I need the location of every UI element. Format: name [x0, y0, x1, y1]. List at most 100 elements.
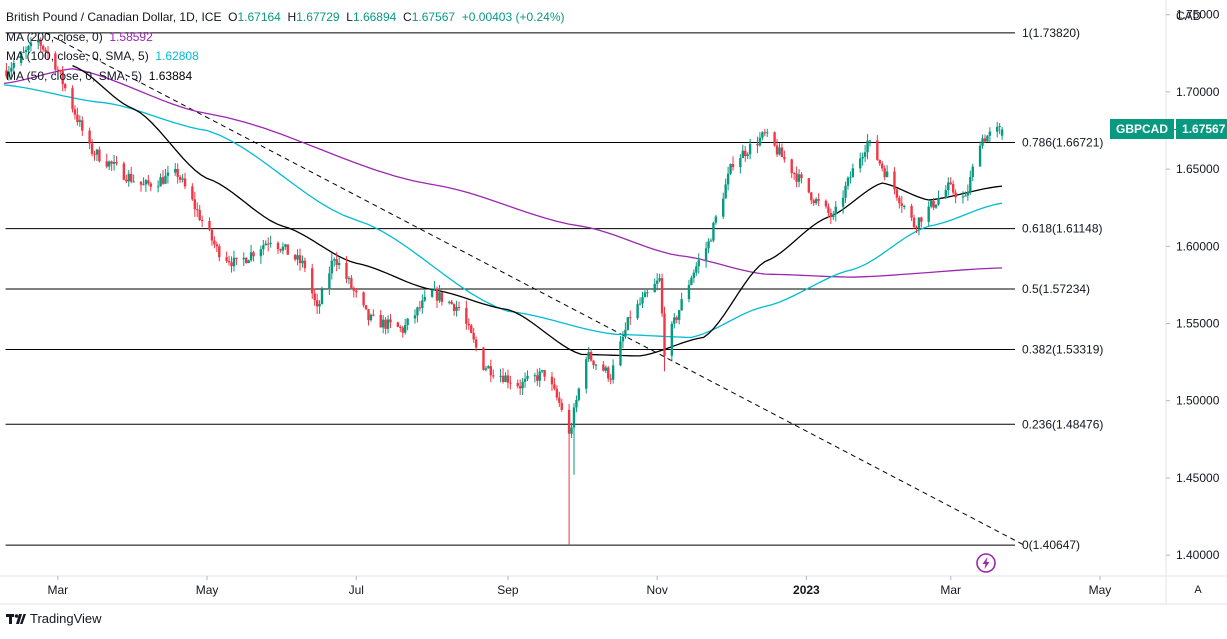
candle-body	[978, 145, 982, 167]
candle-body	[247, 260, 250, 264]
x-tick-label: May	[196, 583, 219, 597]
candle-body	[670, 323, 674, 356]
y-tick-label: 1.50000	[1176, 394, 1220, 408]
candle-body	[810, 192, 813, 201]
ma50-value: 1.63884	[148, 68, 193, 83]
candle-body	[680, 299, 683, 311]
candle-body	[881, 163, 884, 169]
candle-body	[961, 196, 965, 198]
candle-body	[646, 292, 649, 294]
candle-body	[516, 383, 519, 387]
candle-body	[396, 322, 400, 327]
candle-body	[695, 266, 698, 273]
candle-body	[318, 303, 321, 307]
candle-body	[470, 325, 473, 333]
candle-body	[807, 178, 811, 193]
candle-body	[567, 409, 571, 434]
candle-body	[279, 249, 282, 251]
auto-scale-button[interactable]: A	[1194, 584, 1202, 596]
ma200-line	[3, 68, 1003, 278]
candle-body	[76, 114, 79, 122]
candle-body	[929, 200, 933, 207]
candle-body	[448, 301, 451, 303]
y-tick-label: 1.70000	[1176, 85, 1220, 99]
candle-body	[570, 427, 573, 434]
candle-body	[538, 371, 541, 381]
candle-body	[110, 161, 113, 164]
candle-body	[739, 158, 742, 168]
low-label: L	[346, 10, 353, 24]
candle-body	[487, 366, 490, 369]
candle-body	[611, 365, 615, 380]
candle-body	[196, 209, 199, 211]
candle-body	[244, 257, 248, 264]
ma100-value: 1.62808	[155, 49, 199, 63]
candle-body	[758, 137, 762, 146]
candle-body	[399, 326, 402, 328]
candle-body	[303, 260, 307, 269]
candle-body	[849, 177, 852, 179]
candle-body	[572, 407, 576, 428]
lightning-icon[interactable]	[975, 552, 997, 574]
candle-body	[621, 336, 625, 342]
candle-body	[761, 132, 764, 138]
candle-body	[249, 252, 253, 261]
candle-body	[435, 288, 439, 301]
candle-body	[164, 175, 167, 184]
y-tick-label: 1.65000	[1176, 162, 1220, 176]
candle-body	[536, 375, 539, 381]
candle-body	[333, 259, 336, 261]
candle-body	[624, 329, 627, 337]
candle-body	[242, 257, 245, 260]
candle-body	[592, 360, 595, 366]
candle-body	[741, 150, 744, 159]
candle-body	[125, 179, 128, 182]
candle-body	[607, 367, 610, 379]
y-tick-label: 1.55000	[1176, 317, 1220, 331]
ma200-label: MA (200, close, 0)	[6, 29, 103, 44]
y-tick-label: 1.45000	[1176, 471, 1220, 485]
candle-body	[619, 341, 622, 366]
candle-body	[900, 203, 903, 207]
candle-body	[859, 158, 862, 169]
currency-label: CAD	[1176, 9, 1202, 23]
footer-brand[interactable]: TradingView	[6, 611, 102, 626]
candle-body	[284, 244, 287, 247]
candle-body	[555, 388, 559, 398]
candle-body	[362, 292, 365, 306]
candle-body	[259, 249, 263, 257]
ma200-value: 1.58592	[109, 29, 153, 44]
fib-level-label: 0.618(1.61148)	[1022, 222, 1103, 236]
candle-body	[450, 301, 453, 305]
candle-body	[161, 177, 165, 184]
candle-body	[704, 248, 708, 261]
ma200-legend[interactable]: MA (200, close, 0) 1.58592	[6, 28, 565, 48]
x-tick-label: Sep	[497, 583, 519, 597]
ma50-legend[interactable]: MA (50, close, 0, SMA, 5) 1.63884	[6, 67, 565, 87]
candle-body	[731, 163, 735, 168]
ma100-legend[interactable]: MA (100, close, 0, SMA, 5) 1.62808	[6, 47, 565, 67]
candle-body	[215, 244, 219, 247]
candle-body	[964, 195, 967, 197]
candle-body	[320, 289, 324, 304]
candle-body	[499, 375, 502, 377]
ma100-label: MA (100, close, 0, SMA, 5)	[6, 49, 149, 63]
candle-body	[846, 177, 850, 186]
candle-body	[193, 199, 197, 210]
candle-body	[364, 305, 368, 310]
candle-body	[521, 381, 524, 389]
candle-body	[687, 284, 691, 300]
candle-body	[986, 135, 989, 142]
trendline	[45, 32, 1025, 546]
candle-body	[225, 257, 228, 261]
candle-body	[594, 364, 598, 366]
candle-body	[643, 292, 647, 298]
candle-body	[286, 244, 289, 255]
candle-body	[712, 222, 715, 241]
candle-body	[790, 159, 793, 174]
candle-body	[465, 307, 468, 324]
candle-body	[653, 283, 656, 293]
tradingview-logo-icon	[6, 613, 26, 624]
